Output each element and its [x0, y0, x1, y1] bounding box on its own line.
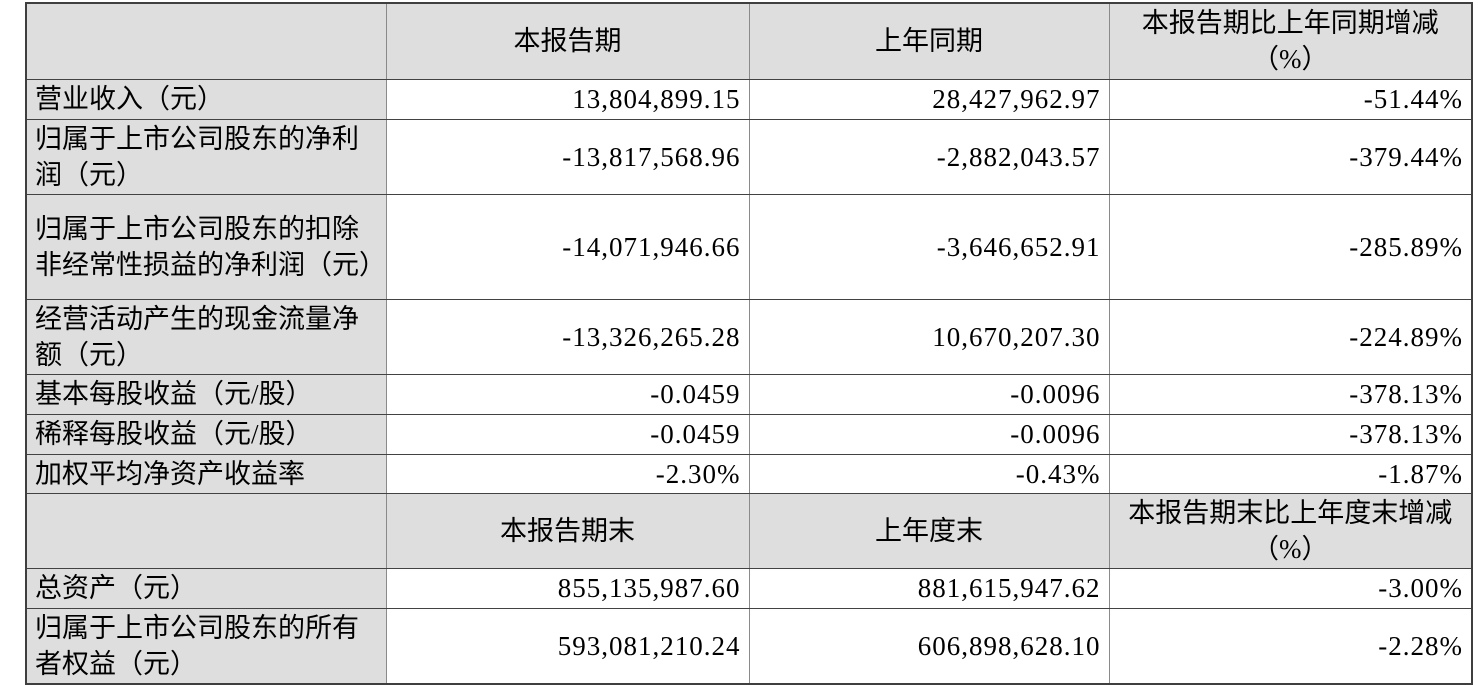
header-change-line2: （%）: [1252, 44, 1329, 75]
section2-header-row: 本报告期末 上年度末 本报告期末比上年度末增减 （%）: [25, 492, 1473, 569]
change-percent-value: -379.44%: [1108, 118, 1473, 195]
current-period-value: -13,326,265.28: [385, 298, 750, 375]
change-percent-value: -378.13%: [1108, 373, 1473, 415]
table-row-basic-eps: 基本每股收益（元/股） -0.0459 -0.0096 -378.13%: [25, 373, 1473, 415]
header-col-change-percent-end: 本报告期末比上年度末增减 （%）: [1108, 492, 1473, 569]
change-percent-value: -1.87%: [1108, 453, 1473, 494]
header-blank-cell: [25, 492, 387, 569]
row-label-cell: 稀释每股收益（元/股）: [25, 413, 387, 455]
prior-period-value: -0.0096: [748, 413, 1110, 455]
change-percent-value: -2.28%: [1108, 607, 1473, 684]
prior-period-value: -0.0096: [748, 373, 1110, 415]
current-period-value: 593,081,210.24: [385, 607, 750, 684]
section1-header-row: 本报告期 上年同期 本报告期比上年同期增减 （%）: [25, 2, 1473, 80]
row-label-cell: 营业收入（元）: [25, 78, 387, 120]
prior-period-value: 881,615,947.62: [748, 567, 1110, 609]
header-col-prior-year-end: 上年度末: [748, 492, 1110, 569]
current-period-value: -0.0459: [385, 413, 750, 455]
row-label-cell: 归属于上市公司股东的所有者权益（元）: [25, 607, 387, 684]
row-label-cell: 总资产（元）: [25, 567, 387, 609]
current-period-value: -13,817,568.96: [385, 118, 750, 195]
current-period-value: 13,804,899.15: [385, 78, 750, 120]
table-row-total-assets: 总资产（元） 855,135,987.60 881,615,947.62 -3.…: [25, 567, 1473, 609]
header-col-current-period-end: 本报告期末: [385, 492, 750, 569]
header-blank-cell: [25, 2, 387, 80]
current-period-value: -14,071,946.66: [385, 193, 750, 300]
row-label-cell: 基本每股收益（元/股）: [25, 373, 387, 415]
table-row-diluted-eps: 稀释每股收益（元/股） -0.0459 -0.0096 -378.13%: [25, 413, 1473, 455]
current-period-value: -2.30%: [385, 453, 750, 494]
change-percent-value: -224.89%: [1108, 298, 1473, 375]
prior-period-value: 28,427,962.97: [748, 78, 1110, 120]
table-row-weighted-roe: 加权平均净资产收益率 -2.30% -0.43% -1.87%: [25, 453, 1473, 494]
header-change-line2: （%）: [1252, 533, 1329, 564]
table-row-shareholders-equity: 归属于上市公司股东的所有者权益（元） 593,081,210.24 606,89…: [25, 607, 1473, 684]
current-period-value: 855,135,987.60: [385, 567, 750, 609]
table-row-operating-cash-flow: 经营活动产生的现金流量净额（元） -13,326,265.28 10,670,2…: [25, 298, 1473, 375]
header-col-prior-period: 上年同期: [748, 2, 1110, 80]
prior-period-value: -0.43%: [748, 453, 1110, 494]
header-col-current-period: 本报告期: [385, 2, 750, 80]
change-percent-value: -51.44%: [1108, 78, 1473, 120]
prior-period-value: 606,898,628.10: [748, 607, 1110, 684]
change-percent-value: -3.00%: [1108, 567, 1473, 609]
prior-period-value: -2,882,043.57: [748, 118, 1110, 195]
row-label-cell: 经营活动产生的现金流量净额（元）: [25, 298, 387, 375]
row-label-cell: 归属于上市公司股东的扣除非经常性损益的净利润（元）: [25, 193, 387, 300]
table-row-revenue: 营业收入（元） 13,804,899.15 28,427,962.97 -51.…: [25, 78, 1473, 120]
current-period-value: -0.0459: [385, 373, 750, 415]
financial-summary: 本报告期 上年同期 本报告期比上年同期增减 （%） 营业收入（元） 13,804…: [25, 2, 1473, 685]
row-label-cell: 加权平均净资产收益率: [25, 453, 387, 494]
header-col-change-percent: 本报告期比上年同期增减 （%）: [1108, 2, 1473, 80]
change-percent-value: -285.89%: [1108, 193, 1473, 300]
financial-summary-table: 本报告期 上年同期 本报告期比上年同期增减 （%） 营业收入（元） 13,804…: [25, 2, 1473, 685]
change-percent-value: -378.13%: [1108, 413, 1473, 455]
prior-period-value: 10,670,207.30: [748, 298, 1110, 375]
row-label-cell: 归属于上市公司股东的净利润（元）: [25, 118, 387, 195]
table-row-net-profit: 归属于上市公司股东的净利润（元） -13,817,568.96 -2,882,0…: [25, 118, 1473, 195]
header-change-line1: 本报告期比上年同期增减: [1141, 8, 1439, 39]
prior-period-value: -3,646,652.91: [748, 193, 1110, 300]
header-change-line1: 本报告期末比上年度末增减: [1128, 497, 1453, 528]
table-row-deducted-net-profit: 归属于上市公司股东的扣除非经常性损益的净利润（元） -14,071,946.66…: [25, 193, 1473, 300]
